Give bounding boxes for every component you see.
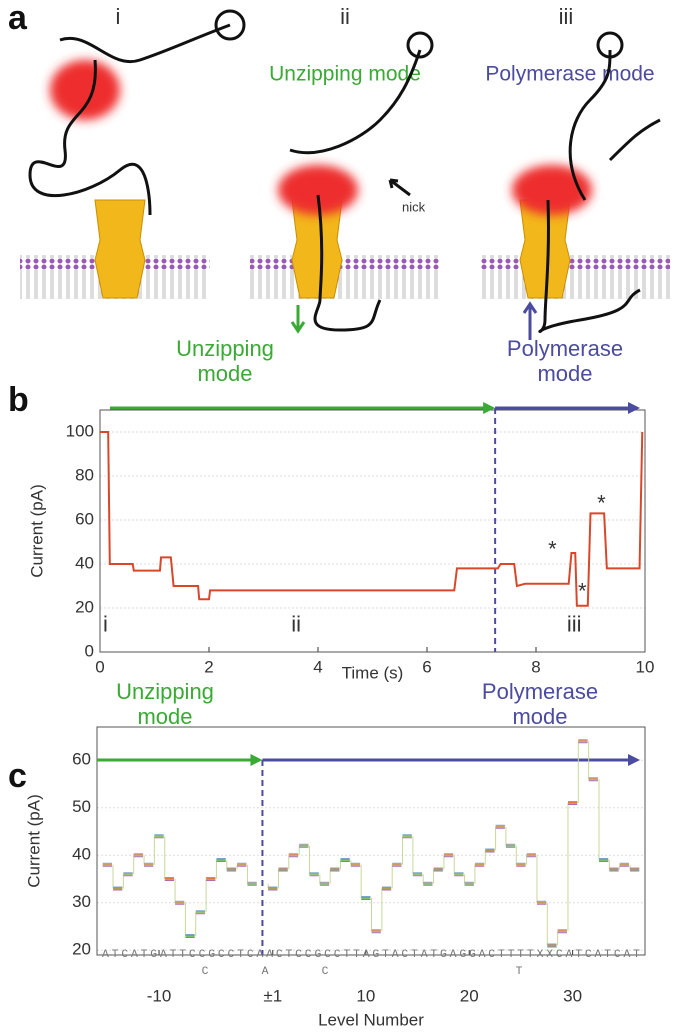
- x-tick-label: 10: [636, 657, 655, 676]
- y-axis-label: Current (pA): [27, 484, 46, 578]
- panel-label: c: [8, 757, 27, 795]
- y-tick-label: 40: [75, 553, 94, 572]
- y-axis-label: Current (pA): [24, 794, 43, 888]
- mode-label: mode: [537, 361, 592, 386]
- y-tick-label: 60: [72, 750, 91, 769]
- variant: C: [322, 966, 329, 978]
- mode-label: mode: [512, 704, 567, 729]
- x-tick-label: 30: [563, 986, 582, 1005]
- x-axis-label: Time (s): [342, 663, 404, 682]
- x-tick-label: ±1: [263, 986, 282, 1005]
- mode-label: mode: [197, 361, 252, 386]
- variant: A: [262, 966, 269, 978]
- variant: C: [202, 966, 209, 978]
- current-trace: [100, 431, 644, 607]
- step-label: ii: [340, 4, 350, 29]
- x-tick-label: 4: [313, 657, 322, 676]
- x-axis-label: Level Number: [318, 1010, 424, 1029]
- plot-frame: [96, 726, 646, 956]
- mode-title: Polymerase mode: [485, 63, 654, 86]
- arrow-head: [628, 402, 640, 414]
- x-tick-label: 10: [356, 986, 375, 1005]
- annotation: i: [103, 611, 108, 636]
- y-tick-label: 20: [75, 597, 94, 616]
- x-tick-label: 6: [422, 657, 431, 676]
- variant: T: [516, 966, 523, 978]
- mode-label: mode: [137, 704, 192, 729]
- arrow-head: [483, 402, 496, 414]
- y-tick-label: 20: [72, 940, 91, 959]
- y-tick-label: 0: [85, 641, 94, 660]
- panel-label: a: [8, 0, 28, 37]
- mode-label: Polymerase: [482, 679, 598, 704]
- y-tick-label: 80: [75, 465, 94, 484]
- x-tick-label: 20: [460, 986, 479, 1005]
- mode-label: Unzipping: [116, 679, 214, 704]
- step-label: iii: [559, 4, 574, 29]
- x-tick-label: 2: [204, 657, 213, 676]
- arrow-head: [628, 754, 640, 766]
- y-tick-label: 50: [72, 797, 91, 816]
- annotation: *: [548, 537, 557, 562]
- nick-label: nick: [402, 199, 426, 214]
- y-tick-label: 30: [72, 892, 91, 911]
- y-tick-label: 60: [75, 509, 94, 528]
- mode-label: Polymerase: [507, 336, 623, 361]
- x-tick-label: 0: [95, 657, 104, 676]
- step-label: i: [116, 4, 121, 29]
- mode-title: Unzipping mode: [269, 63, 421, 86]
- annotation: iii: [567, 611, 582, 636]
- x-tick-label: 8: [531, 657, 540, 676]
- annotation: *: [578, 578, 587, 603]
- panel-label: b: [8, 381, 29, 419]
- x-tick-label: -10: [147, 986, 172, 1005]
- arrow-head: [250, 754, 263, 766]
- y-tick-label: 100: [66, 421, 94, 440]
- plot-frame: [99, 409, 646, 653]
- annotation: ii: [291, 611, 301, 636]
- annotation: *: [597, 490, 606, 515]
- mode-label: Unzipping: [176, 336, 274, 361]
- schematic: [20, 9, 670, 340]
- y-tick-label: 40: [72, 845, 91, 864]
